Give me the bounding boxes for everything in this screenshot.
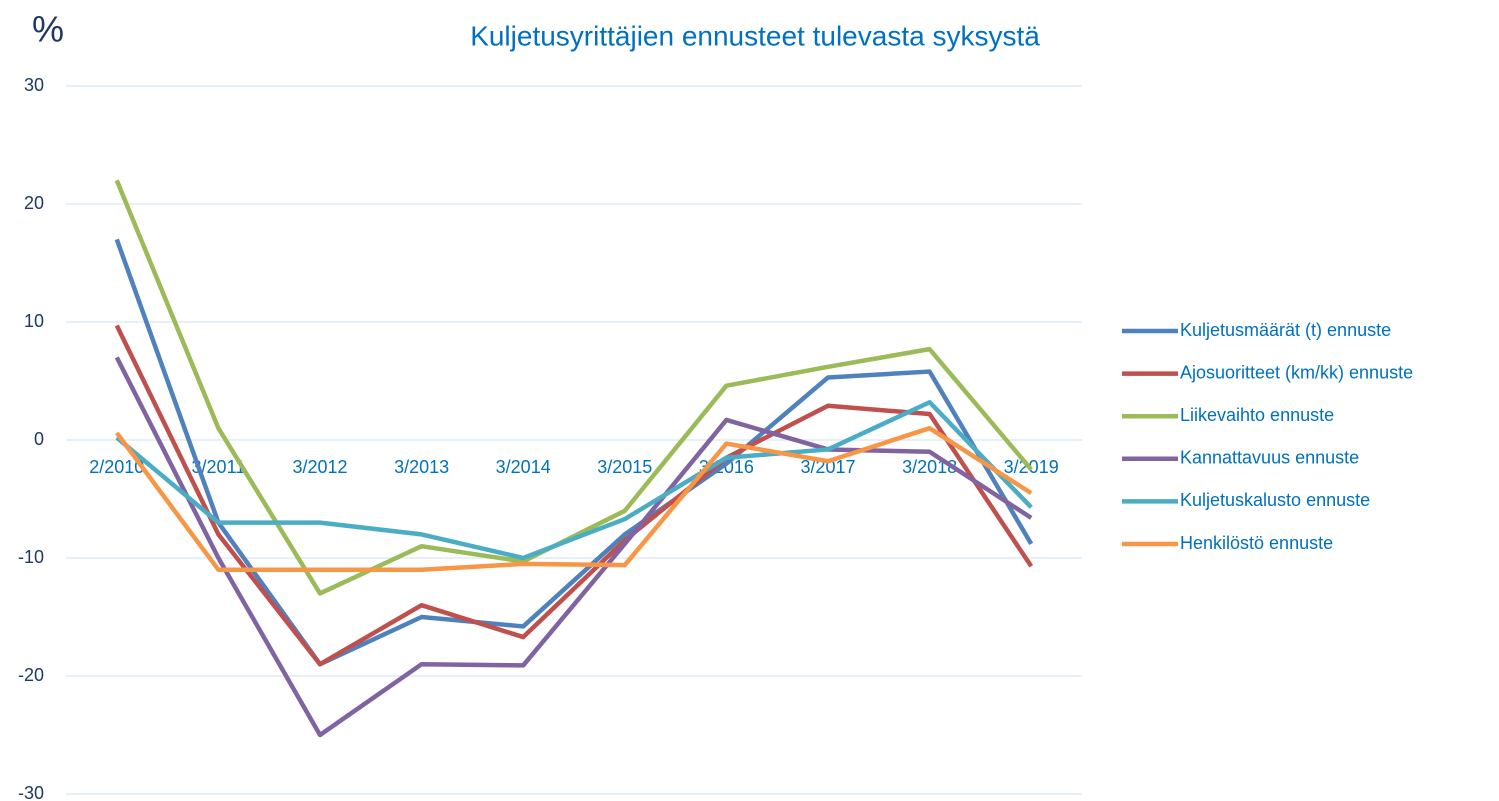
line-series [115,399,1033,561]
grid: -30 -20 -10 0 10 20 30 2/2010 3/2011 3/2012 3/2013… [18,75,1082,801]
x-tick-label: 3/2014 [496,457,551,477]
y-tick-label: 30 [24,75,44,95]
y-tick-label: 0 [34,429,44,449]
y-tick-label: -30 [18,783,44,801]
x-tick-label: 2/2010 [89,457,144,477]
plot [114,179,1034,738]
line-series [114,238,1034,667]
x-tick-label: 3/2017 [800,457,855,477]
x-tick-label: 3/2013 [394,457,449,477]
legend-label: Henkilöstö ennuste [1180,533,1333,553]
chart-title: Kuljetusyrittäjien ennusteet tulevasta s… [470,20,1040,51]
y-tick-label: 20 [24,193,44,213]
legend-label: Kannattavuus ennuste [1180,448,1359,468]
x-tick-label: 3/2015 [597,457,652,477]
y-tick-label: 10 [24,311,44,331]
line-series [114,425,1033,573]
legend: Kuljetusmäärät (t) ennuste Ajosuoritteet … [1122,320,1413,553]
legend-label: Kuljetuskalusto ennuste [1180,490,1370,510]
x-tick-label: 3/2012 [292,457,347,477]
legend-label: Kuljetusmäärät (t) ennuste [1180,320,1391,340]
y-tick-label: -10 [18,547,44,567]
legend-label: Ajosuoritteet (km/kk) ennuste [1180,362,1413,382]
legend-label: Liikevaihto ennuste [1180,405,1334,425]
y-axis-label: % [32,9,64,50]
line-series [114,179,1033,596]
line-series [114,356,1033,738]
line-series [114,324,1034,667]
y-tick-label: -20 [18,665,44,685]
x-tick-label: 3/2011 [192,457,246,477]
